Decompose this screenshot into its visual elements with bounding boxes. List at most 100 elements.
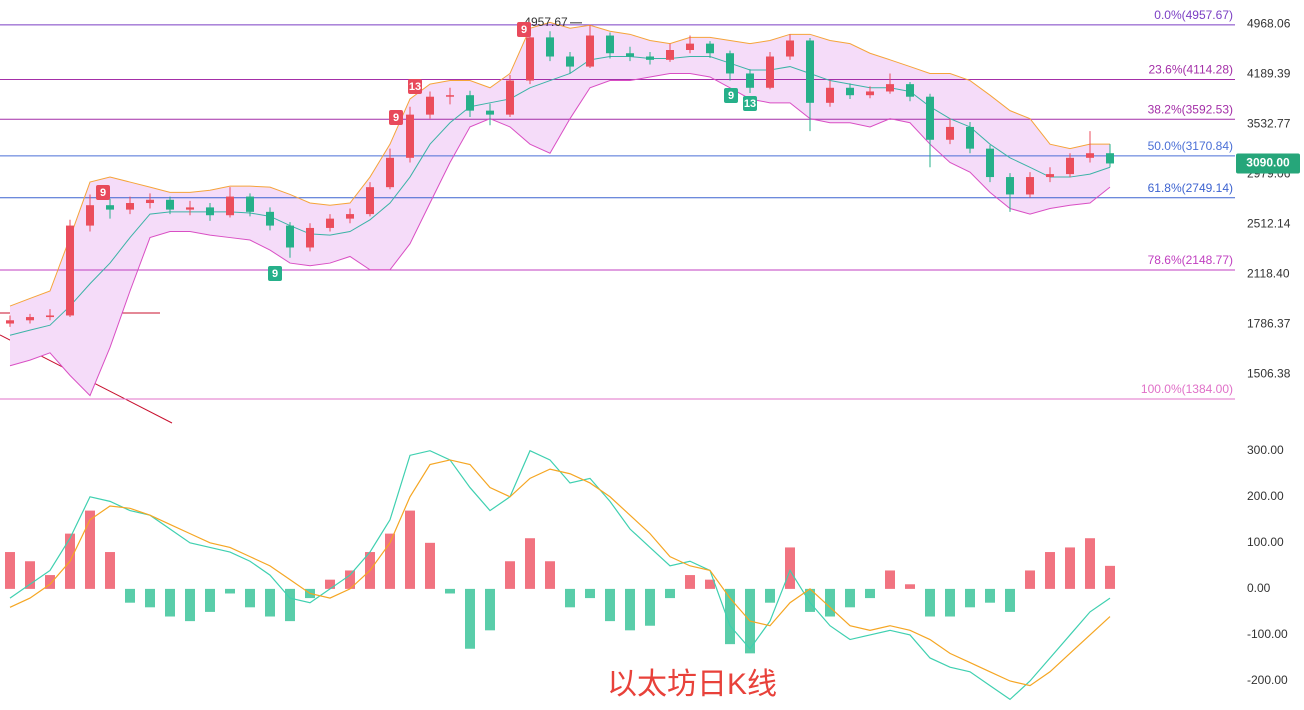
histogram-bar bbox=[25, 561, 35, 589]
td-label: 13 bbox=[409, 81, 421, 93]
candle-body bbox=[986, 148, 994, 178]
histogram-bar bbox=[845, 588, 855, 608]
td-label: 9 bbox=[393, 112, 399, 124]
histogram-bar bbox=[345, 570, 355, 589]
candle-body bbox=[106, 205, 114, 210]
fib-label: 38.2%(3592.53) bbox=[1148, 102, 1233, 116]
histogram-bar bbox=[405, 510, 415, 589]
candle-body bbox=[786, 40, 794, 57]
y-tick-label: 2512.14 bbox=[1247, 216, 1291, 230]
candle-body bbox=[246, 196, 254, 212]
td-mark bbox=[389, 110, 403, 125]
histogram-bar bbox=[865, 588, 875, 599]
histogram-bar bbox=[85, 510, 95, 589]
y-tick-label: 2118.40 bbox=[1247, 266, 1290, 280]
histogram-bar bbox=[205, 588, 215, 612]
histogram-bar bbox=[445, 588, 455, 594]
candle-body bbox=[606, 35, 614, 54]
candle-body bbox=[286, 225, 294, 248]
histogram-bar bbox=[485, 588, 495, 631]
candle-body bbox=[26, 317, 34, 321]
td-label: 9 bbox=[728, 90, 734, 102]
candle-body bbox=[186, 207, 194, 210]
candle-body bbox=[926, 96, 934, 140]
histogram-bar bbox=[425, 542, 435, 589]
td-label: 9 bbox=[100, 187, 106, 199]
band-fill bbox=[10, 22, 1110, 396]
candle-body bbox=[726, 53, 734, 74]
histogram-bar bbox=[145, 588, 155, 608]
candle-body bbox=[386, 157, 394, 188]
histogram-bar bbox=[965, 588, 975, 608]
td-label: 9 bbox=[272, 268, 278, 280]
y-tick-label: -200.00 bbox=[1247, 673, 1288, 687]
candle-body bbox=[886, 84, 894, 92]
histogram-bar bbox=[885, 570, 895, 589]
fib-label: 61.8%(2749.14) bbox=[1148, 181, 1233, 195]
td-mark bbox=[408, 79, 422, 94]
band-line bbox=[9, 72, 1111, 397]
candle-body bbox=[166, 199, 174, 210]
histogram-bar bbox=[325, 579, 335, 589]
histogram-bar bbox=[645, 588, 655, 626]
y-tick-label: 300.00 bbox=[1247, 443, 1284, 457]
histogram-bar bbox=[625, 588, 635, 631]
y-tick-label: 1786.37 bbox=[1247, 316, 1291, 330]
candle-body bbox=[946, 126, 954, 140]
candle-body bbox=[126, 203, 134, 210]
histogram-bar bbox=[385, 533, 395, 589]
band-line bbox=[9, 21, 1110, 307]
candle-body bbox=[766, 56, 774, 88]
candle-body bbox=[46, 315, 54, 318]
candle-body bbox=[1046, 174, 1054, 178]
histogram-bar bbox=[565, 588, 575, 608]
histogram-bar bbox=[525, 538, 535, 589]
macd-line bbox=[9, 459, 1111, 687]
candle-body bbox=[866, 91, 874, 96]
histogram-bar bbox=[465, 588, 475, 649]
histogram-bar bbox=[185, 588, 195, 622]
histogram-bar bbox=[1025, 570, 1035, 589]
histogram-bar bbox=[985, 588, 995, 603]
histogram-bar bbox=[905, 584, 915, 589]
candle-body bbox=[966, 126, 974, 149]
histogram-bar bbox=[1085, 538, 1095, 589]
last-price-label: 3090.00 bbox=[1246, 156, 1290, 170]
y-tick-label: 0.00 bbox=[1247, 581, 1271, 595]
candle-body bbox=[86, 205, 94, 226]
histogram-bar bbox=[725, 588, 735, 645]
candle-body bbox=[326, 218, 334, 228]
y-tick-label: 200.00 bbox=[1247, 489, 1284, 503]
td-mark bbox=[743, 96, 757, 111]
y-tick-label: 4968.06 bbox=[1247, 16, 1291, 30]
candle-body bbox=[506, 80, 514, 115]
candle-body bbox=[1026, 177, 1034, 195]
histogram-bar bbox=[925, 588, 935, 617]
histogram-bar bbox=[705, 579, 715, 589]
candle-body bbox=[346, 214, 354, 219]
histogram-bar bbox=[785, 547, 795, 589]
histogram-bar bbox=[825, 588, 835, 617]
histogram-bar bbox=[685, 575, 695, 589]
candle-body bbox=[226, 196, 234, 216]
candle-body bbox=[646, 56, 654, 60]
histogram-bar bbox=[225, 588, 235, 594]
candle-body bbox=[526, 37, 534, 81]
candle-body bbox=[846, 87, 854, 96]
fib-label: 23.6%(4114.28) bbox=[1148, 63, 1233, 77]
td-mark bbox=[96, 185, 110, 200]
y-tick-label: 1506.38 bbox=[1247, 366, 1291, 380]
candle-body bbox=[546, 37, 554, 57]
fib-label: 0.0%(4957.67) bbox=[1154, 8, 1233, 22]
histogram-bar bbox=[165, 588, 175, 617]
candle-body bbox=[1006, 177, 1014, 195]
histogram-bar bbox=[45, 575, 55, 589]
histogram-bar bbox=[1105, 565, 1115, 589]
candle-body bbox=[486, 110, 494, 115]
y-tick-label: 4189.39 bbox=[1247, 66, 1291, 80]
chart-title: 以太坊日K线 bbox=[607, 668, 777, 701]
fib-label: 100.0%(1384.00) bbox=[1141, 382, 1233, 396]
y-tick-label: -100.00 bbox=[1247, 627, 1288, 641]
histogram-bar bbox=[105, 552, 115, 589]
candle-body bbox=[906, 84, 914, 97]
